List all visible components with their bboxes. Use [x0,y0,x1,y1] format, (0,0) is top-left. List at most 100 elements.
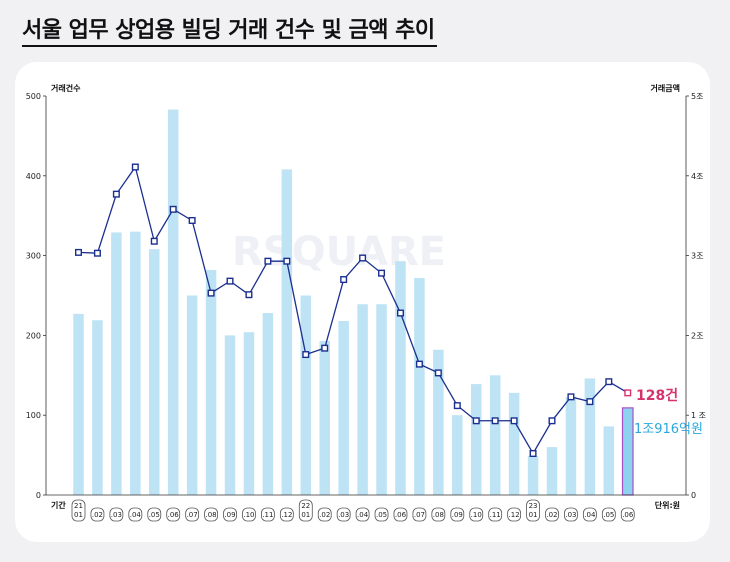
bar [319,340,330,495]
line-point [434,369,442,377]
line-point [283,257,291,265]
category-month-label: .06 [168,511,180,519]
category-year-label: 22 [301,502,310,510]
left-tick-label: 200 [26,331,41,340]
line-point [396,309,404,317]
category-year-label: 23 [529,502,538,510]
category-month-label: .08 [433,511,444,519]
bar [281,169,293,495]
bar [300,295,312,495]
line-point [150,237,158,245]
x-axis-title: 기간 [51,500,66,510]
category-month-label: .04 [584,511,596,519]
count-line [74,163,632,458]
category-box [412,507,427,522]
bar [527,455,539,495]
right-tick-label: 0 [691,491,696,500]
bar [546,447,558,495]
category-box [223,507,237,522]
left-axis-title: 거래건수 [51,83,81,93]
category-month-label: .09 [224,511,235,519]
bars [73,109,634,496]
callout-count-label: 128건 [636,387,678,404]
bar [470,384,482,495]
right-axis-title: 거래금액 [651,83,680,93]
line-point [378,269,386,277]
category-box [355,507,370,522]
line-point [74,248,82,256]
category-month-label: .07 [187,511,198,519]
bar [489,375,501,495]
bar [338,321,349,495]
category-box [469,507,484,522]
category-box [564,507,578,522]
bar [224,335,236,495]
category-box [601,507,616,522]
category-year-label: 21 [74,502,83,510]
category-month-label: .05 [603,511,614,519]
category-box [545,507,559,522]
bar [205,269,217,495]
line-point [188,216,196,224]
left-tick-label: 500 [26,92,41,101]
category-box [317,507,332,522]
line-point [453,402,461,410]
category-box [620,507,635,522]
bar [186,295,198,495]
line-point [169,205,177,213]
category-box [450,507,465,522]
right-tick-label: 5조 [691,92,703,101]
category-box [185,507,200,522]
line-point [207,289,215,297]
category-month-label: .11 [490,511,501,519]
bar [452,415,463,495]
category-box [242,507,256,522]
category-month-label: .05 [376,511,387,519]
bar [584,378,596,495]
line-point [605,378,613,386]
line-point [472,417,480,425]
category-month-label: .05 [149,511,160,519]
bar [508,392,520,495]
category-month-label: .08 [206,511,217,519]
category-box [507,507,522,522]
line-point [491,417,499,425]
category-month-label: .03 [111,511,122,519]
line-point [510,417,518,425]
title-underline [22,45,437,47]
bar [565,396,577,495]
right-tick-label: 2조 [691,331,703,340]
category-box [71,499,86,522]
category-box [393,507,408,522]
category-box [582,507,597,522]
line-point [321,344,329,352]
category-month-label: .03 [338,511,349,519]
line-point [529,450,537,458]
bar [603,426,615,495]
bar [111,232,122,495]
category-month-label: 01 [74,511,83,519]
category-month-label: .06 [395,511,407,519]
category-month-label: .12 [281,511,292,519]
line-point [93,249,101,257]
line-point [359,254,367,262]
category-month-label: .11 [262,511,273,519]
category-month-label: .09 [452,511,463,519]
bar [262,313,274,495]
category-box [166,507,181,522]
right-tick-label: 3조 [691,252,703,261]
left-tick-label: 300 [26,252,41,261]
category-month-label: 01 [301,511,310,519]
line-point [548,417,556,425]
right-tick-label: 1 조 [691,411,706,420]
category-box [431,507,446,522]
category-month-label: .10 [243,511,254,519]
left-tick-label: 100 [26,411,41,420]
bar [243,332,255,495]
bar [167,109,179,495]
line-point [226,277,234,285]
line-point [131,163,139,171]
bar [130,231,141,495]
